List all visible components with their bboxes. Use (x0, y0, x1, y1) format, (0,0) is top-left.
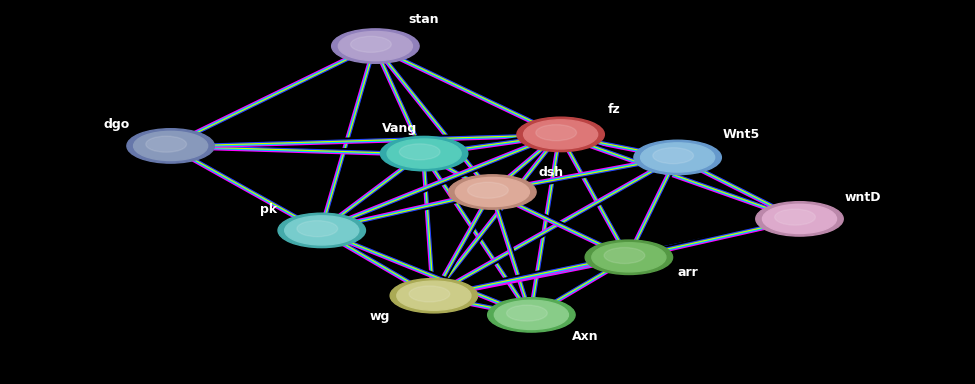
Text: Wnt5: Wnt5 (722, 128, 760, 141)
Circle shape (756, 202, 843, 236)
Circle shape (332, 29, 419, 63)
Text: Vang: Vang (382, 122, 417, 135)
Circle shape (448, 175, 536, 209)
Text: Axn: Axn (571, 329, 599, 343)
Circle shape (653, 148, 693, 164)
Circle shape (762, 204, 837, 233)
Circle shape (634, 140, 722, 175)
Circle shape (297, 221, 337, 237)
Circle shape (488, 298, 575, 332)
Circle shape (127, 129, 214, 163)
Circle shape (604, 248, 644, 263)
Text: dgo: dgo (104, 118, 130, 131)
Circle shape (592, 243, 666, 272)
Circle shape (285, 216, 359, 245)
Text: wntD: wntD (844, 191, 881, 204)
Text: dsh: dsh (538, 166, 564, 179)
Circle shape (380, 136, 468, 171)
Circle shape (517, 117, 604, 152)
Text: wg: wg (370, 310, 390, 323)
Text: arr: arr (677, 266, 698, 279)
Circle shape (455, 177, 529, 207)
Circle shape (397, 281, 471, 310)
Circle shape (134, 131, 208, 161)
Text: fz: fz (607, 103, 621, 116)
Circle shape (387, 139, 461, 168)
Circle shape (400, 144, 440, 160)
Text: pk: pk (259, 203, 277, 216)
Circle shape (390, 278, 478, 313)
Circle shape (410, 286, 449, 302)
Text: stan: stan (409, 13, 440, 26)
Circle shape (641, 143, 715, 172)
Circle shape (775, 209, 815, 225)
Circle shape (585, 240, 673, 275)
Circle shape (468, 182, 508, 198)
Circle shape (524, 120, 598, 149)
Circle shape (338, 31, 412, 61)
Circle shape (536, 125, 576, 141)
Circle shape (146, 136, 186, 152)
Circle shape (351, 36, 391, 52)
Circle shape (494, 300, 568, 329)
Circle shape (507, 305, 547, 321)
Circle shape (278, 213, 366, 248)
